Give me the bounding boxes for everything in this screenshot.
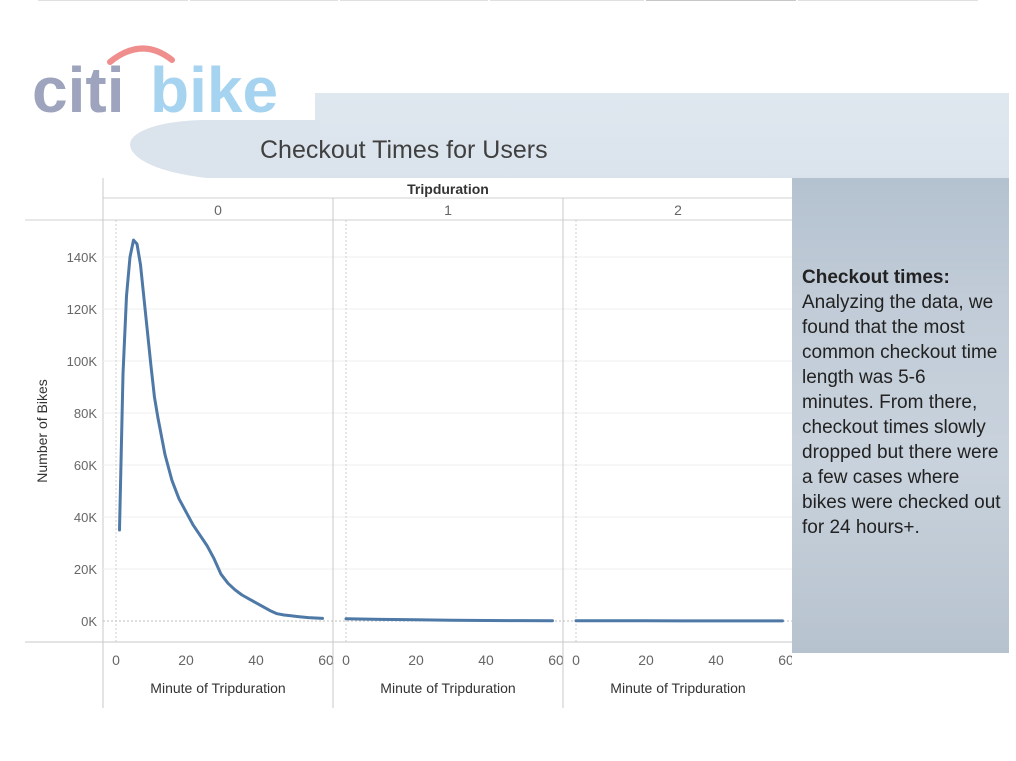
x-tick-label: 0 (112, 652, 120, 668)
logo-word-citi: citi (32, 54, 124, 120)
x-axis-title: Minute of Tripduration (150, 680, 285, 696)
description-heading: Checkout times: (802, 267, 950, 288)
y-tick-label: 20K (74, 562, 97, 577)
x-tick-label: 60 (548, 652, 564, 668)
logo-arc-icon (107, 45, 175, 65)
panel-label: 2 (674, 202, 682, 218)
y-tick-label: 40K (74, 510, 97, 525)
panel-label: 1 (444, 202, 452, 218)
x-tick-label: 40 (248, 652, 264, 668)
y-tick-label: 0K (81, 614, 97, 629)
x-tick-label: 20 (638, 652, 654, 668)
logo-word-bike: bike (150, 54, 278, 120)
checkout-times-chart: Tripduration 0K 20K 40K 60K 80K 100K 120K 140K Nu… (25, 178, 792, 708)
background-photo-bike (792, 178, 1009, 653)
series-line-panel-1 (344, 617, 554, 623)
x-tick-label: 20 (178, 652, 194, 668)
page-title: Checkout Times for Users (260, 136, 548, 164)
y-tick-label: 140K (67, 250, 98, 265)
y-axis-title: Number of Bikes (34, 379, 50, 482)
top-strip (0, 0, 1016, 2)
y-tick-label: 80K (74, 406, 97, 421)
description-panel: Checkout times: Analyzing the data, we f… (802, 265, 1002, 540)
y-tick-label: 60K (74, 458, 97, 473)
x-tick-label: 0 (572, 652, 580, 668)
x-tick-label: 40 (478, 652, 494, 668)
x-axis-title: Minute of Tripduration (380, 680, 515, 696)
y-tick-label: 120K (67, 302, 98, 317)
x-tick-label: 40 (708, 652, 724, 668)
description-body: Analyzing the data, we found that the mo… (802, 292, 1001, 538)
series-line-panel-0 (118, 238, 324, 620)
x-axis-title: Minute of Tripduration (610, 680, 745, 696)
panel-label: 0 (214, 202, 222, 218)
column-header: Tripduration (407, 181, 489, 197)
y-tick-label: 100K (67, 354, 98, 369)
x-tick-label: 60 (318, 652, 334, 668)
x-tick-label: 20 (408, 652, 424, 668)
x-tick-label: 0 (342, 652, 350, 668)
x-tick-label: 60 (778, 652, 792, 668)
citibike-logo: citi bike (32, 45, 278, 120)
